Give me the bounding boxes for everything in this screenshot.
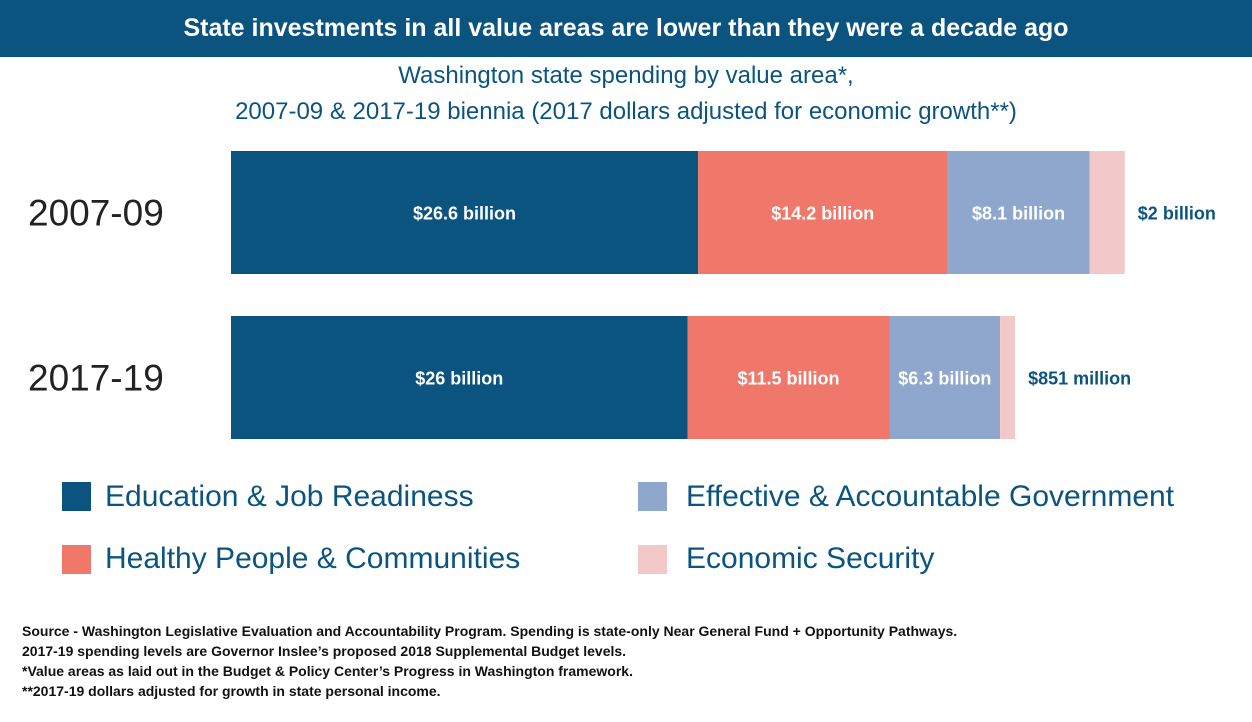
data-label: $11.5 billion (738, 369, 840, 389)
category-label: 2017-19 (28, 358, 164, 399)
footnote-levels: 2017-19 spending levels are Governor Ins… (22, 643, 627, 659)
chart-subtitle-line-2: 2007-09 & 2017-19 biennia (2017 dollars … (235, 98, 1017, 125)
footnotes: Source - Washington Legislative Evaluati… (22, 621, 957, 701)
bar-segment (231, 151, 699, 274)
bar-segment (231, 316, 688, 439)
bar-segment (1089, 151, 1125, 274)
footnote-value-areas: *Value areas as laid out in the Budget &… (22, 663, 633, 679)
data-label: $6.3 billion (898, 369, 991, 389)
data-label: $26 billion (415, 369, 503, 389)
legend-label-government: Effective & Accountable Government (686, 480, 1175, 513)
legend-label-economic: Economic Security (686, 542, 935, 575)
bar-segment (889, 316, 1001, 439)
data-label: $2 billion (1138, 204, 1216, 224)
data-label: $14.2 billion (771, 204, 874, 224)
legend-label-education: Education & Job Readiness (105, 480, 474, 513)
footnote-dollars: **2017-19 dollars adjusted for growth in… (22, 683, 441, 699)
legend-swatch-education (62, 482, 91, 511)
chart-title: State investments in all value areas are… (0, 0, 1252, 57)
stacked-bar-chart: 2007-09 $26.6 billion $14.2 billion $8.1 bi… (28, 151, 1216, 439)
legend-label-health: Healthy People & Communities (105, 542, 521, 575)
bar-segment (947, 151, 1090, 274)
legend-swatch-government (638, 482, 667, 511)
data-label: $851 million (1028, 369, 1131, 389)
category-label: 2007-09 (28, 193, 164, 234)
bar-segment (687, 316, 890, 439)
data-label: $26.6 billion (413, 204, 516, 224)
chart-subtitle-line-1: Washington state spending by value area*… (398, 62, 854, 89)
bar-segment (1000, 316, 1016, 439)
bar-segment (698, 151, 948, 274)
legend-swatch-health (62, 545, 91, 574)
data-label: $8.1 billion (972, 204, 1065, 224)
legend-swatch-economic (638, 545, 667, 574)
footnote-source: Source - Washington Legislative Evaluati… (22, 623, 958, 639)
